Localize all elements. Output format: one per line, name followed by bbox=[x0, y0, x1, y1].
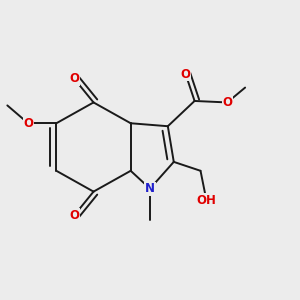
Text: O: O bbox=[69, 72, 79, 85]
Text: O: O bbox=[69, 209, 79, 222]
Text: O: O bbox=[181, 68, 191, 81]
Text: OH: OH bbox=[196, 194, 216, 207]
Text: O: O bbox=[23, 117, 33, 130]
Text: N: N bbox=[145, 182, 155, 195]
Text: O: O bbox=[222, 96, 232, 109]
